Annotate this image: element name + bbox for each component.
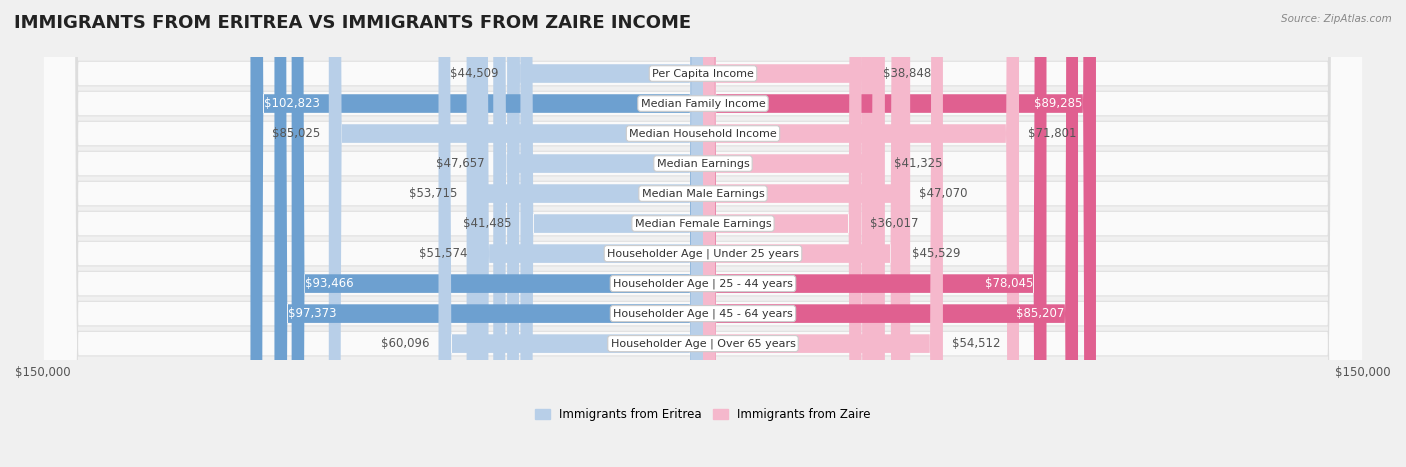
FancyBboxPatch shape [703, 0, 884, 467]
FancyBboxPatch shape [494, 0, 703, 467]
Text: $44,509: $44,509 [450, 67, 498, 80]
Text: Median Earnings: Median Earnings [657, 159, 749, 169]
FancyBboxPatch shape [42, 0, 1364, 467]
Text: $38,848: $38,848 [883, 67, 931, 80]
FancyBboxPatch shape [42, 0, 1364, 467]
Text: $45,529: $45,529 [912, 247, 960, 260]
FancyBboxPatch shape [703, 0, 904, 467]
Text: $53,715: $53,715 [409, 187, 458, 200]
Text: $85,207: $85,207 [1017, 307, 1064, 320]
FancyBboxPatch shape [703, 0, 910, 467]
FancyBboxPatch shape [439, 0, 703, 467]
Text: Median Household Income: Median Household Income [628, 128, 778, 139]
FancyBboxPatch shape [703, 0, 1019, 467]
Text: $36,017: $36,017 [870, 217, 920, 230]
FancyBboxPatch shape [42, 0, 1364, 467]
Text: $60,096: $60,096 [381, 337, 430, 350]
Text: $89,285: $89,285 [1035, 97, 1083, 110]
FancyBboxPatch shape [42, 0, 1364, 467]
Text: Median Family Income: Median Family Income [641, 99, 765, 108]
FancyBboxPatch shape [467, 0, 703, 467]
Text: $54,512: $54,512 [952, 337, 1000, 350]
Text: $41,325: $41,325 [894, 157, 942, 170]
FancyBboxPatch shape [291, 0, 703, 467]
Text: Per Capita Income: Per Capita Income [652, 69, 754, 78]
Text: $71,801: $71,801 [1028, 127, 1077, 140]
FancyBboxPatch shape [274, 0, 703, 467]
Text: IMMIGRANTS FROM ERITREA VS IMMIGRANTS FROM ZAIRE INCOME: IMMIGRANTS FROM ERITREA VS IMMIGRANTS FR… [14, 14, 692, 32]
Legend: Immigrants from Eritrea, Immigrants from Zaire: Immigrants from Eritrea, Immigrants from… [536, 408, 870, 421]
FancyBboxPatch shape [42, 0, 1364, 467]
FancyBboxPatch shape [703, 0, 1095, 467]
Text: $85,025: $85,025 [271, 127, 321, 140]
FancyBboxPatch shape [42, 0, 1364, 467]
Text: Median Female Earnings: Median Female Earnings [634, 219, 772, 228]
Text: Householder Age | Over 65 years: Householder Age | Over 65 years [610, 339, 796, 349]
FancyBboxPatch shape [42, 0, 1364, 467]
FancyBboxPatch shape [42, 0, 1364, 467]
Text: Householder Age | Under 25 years: Householder Age | Under 25 years [607, 248, 799, 259]
FancyBboxPatch shape [703, 0, 875, 467]
FancyBboxPatch shape [329, 0, 703, 467]
Text: $93,466: $93,466 [305, 277, 353, 290]
Text: $97,373: $97,373 [288, 307, 336, 320]
FancyBboxPatch shape [250, 0, 703, 467]
Text: Median Male Earnings: Median Male Earnings [641, 189, 765, 198]
Text: $78,045: $78,045 [986, 277, 1033, 290]
FancyBboxPatch shape [42, 0, 1364, 467]
Text: $51,574: $51,574 [419, 247, 467, 260]
FancyBboxPatch shape [703, 0, 1078, 467]
Text: $47,657: $47,657 [436, 157, 485, 170]
Text: $41,485: $41,485 [463, 217, 512, 230]
Text: Householder Age | 45 - 64 years: Householder Age | 45 - 64 years [613, 308, 793, 319]
Text: Householder Age | 25 - 44 years: Householder Age | 25 - 44 years [613, 278, 793, 289]
Text: $102,823: $102,823 [264, 97, 319, 110]
FancyBboxPatch shape [703, 0, 862, 467]
FancyBboxPatch shape [703, 0, 943, 467]
FancyBboxPatch shape [42, 0, 1364, 467]
FancyBboxPatch shape [477, 0, 703, 467]
FancyBboxPatch shape [703, 0, 1046, 467]
Text: Source: ZipAtlas.com: Source: ZipAtlas.com [1281, 14, 1392, 24]
FancyBboxPatch shape [520, 0, 703, 467]
FancyBboxPatch shape [508, 0, 703, 467]
Text: $47,070: $47,070 [920, 187, 967, 200]
